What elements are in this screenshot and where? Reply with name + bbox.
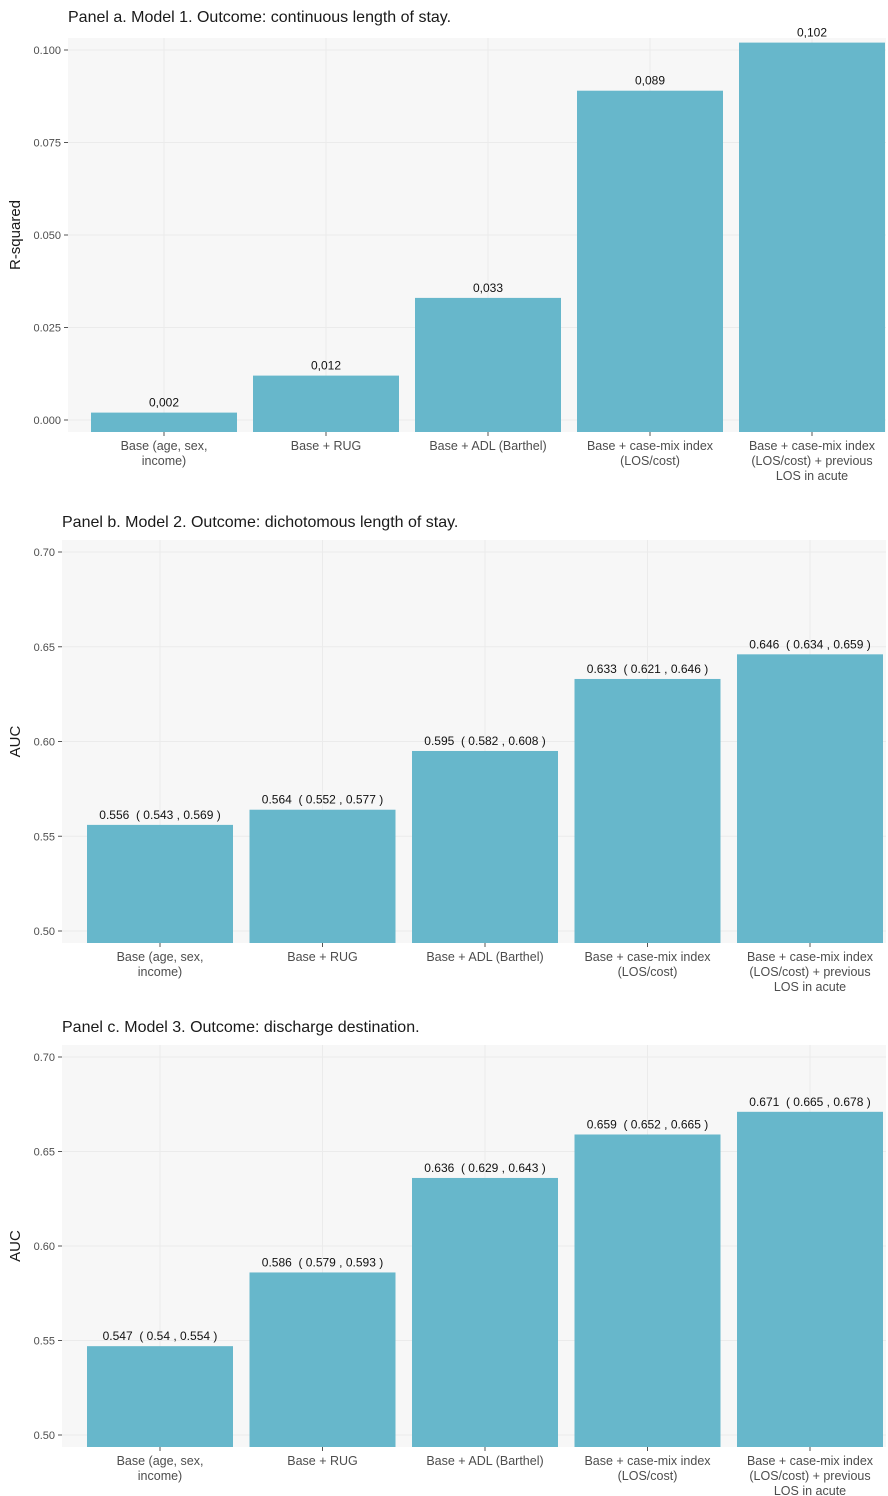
bar bbox=[249, 1272, 396, 1447]
bar-value-label: 0.636 ( 0.629 , 0.643 ) bbox=[424, 1161, 545, 1175]
y-tick-label: 0.050 bbox=[33, 230, 61, 242]
bar-value-label: 0.659 ( 0.652 , 0.665 ) bbox=[587, 1117, 708, 1131]
x-tick-label: Base + case-mix index (LOS/cost) + previo… bbox=[747, 950, 874, 994]
x-tick-label: Base + ADL (Barthel) bbox=[426, 1454, 543, 1468]
y-tick-label: 0.50 bbox=[34, 1430, 55, 1442]
chart-title: Panel c. Model 3. Outcome: discharge des… bbox=[62, 1019, 420, 1036]
y-tick-label: 0.60 bbox=[34, 737, 55, 749]
bar-value-label: 0.671 ( 0.665 , 0.678 ) bbox=[749, 1095, 870, 1109]
y-tick-label: 0.70 bbox=[34, 547, 55, 559]
x-tick-label: Base + case-mix index (LOS/cost) bbox=[587, 439, 714, 468]
chart-panel-3: Panel c. Model 3. Outcome: discharge des… bbox=[7, 1019, 886, 1496]
bar-value-label: 0.547 ( 0.54 , 0.554 ) bbox=[103, 1329, 218, 1343]
bar bbox=[412, 1177, 558, 1447]
bar bbox=[739, 42, 885, 432]
y-tick-label: 0.55 bbox=[34, 831, 55, 843]
bar-value-label: 0.633 ( 0.621 , 0.646 ) bbox=[587, 662, 708, 676]
bar bbox=[574, 1134, 721, 1447]
bar bbox=[574, 678, 721, 943]
bar-value-label: 0.595 ( 0.582 , 0.608 ) bbox=[424, 734, 545, 748]
bar-value-label: 0,012 bbox=[311, 359, 341, 373]
y-tick-label: 0.65 bbox=[34, 1147, 55, 1159]
bar bbox=[737, 654, 883, 943]
y-axis-label: AUC bbox=[7, 1230, 24, 1262]
chart-panel-1: Panel a. Model 1. Outcome: continuous le… bbox=[7, 9, 886, 483]
bar-value-label: 0,002 bbox=[149, 396, 179, 410]
x-tick-label: Base + RUG bbox=[287, 950, 358, 964]
y-axis-label: R-squared bbox=[7, 200, 24, 270]
x-tick-label: Base (age, sex, income) bbox=[117, 1454, 204, 1483]
x-tick-label: Base + RUG bbox=[291, 439, 362, 453]
bar bbox=[253, 375, 399, 432]
bar bbox=[249, 809, 396, 943]
y-tick-label: 0.075 bbox=[33, 138, 61, 150]
bar bbox=[87, 824, 233, 943]
chart-panel-2: Panel b. Model 2. Outcome: dichotomous l… bbox=[7, 514, 886, 994]
bar-value-label: 0.564 ( 0.552 , 0.577 ) bbox=[262, 793, 383, 807]
bar-value-label: 0,033 bbox=[473, 281, 503, 295]
y-tick-label: 0.70 bbox=[34, 1052, 55, 1064]
x-tick-label: Base + ADL (Barthel) bbox=[426, 950, 543, 964]
x-tick-label: Base + case-mix index (LOS/cost) + previo… bbox=[747, 1454, 874, 1496]
x-tick-label: Base + case-mix index (LOS/cost) bbox=[584, 950, 711, 979]
x-tick-label: Base + case-mix index (LOS/cost) + previo… bbox=[749, 439, 876, 483]
x-tick-label: Base + case-mix index (LOS/cost) bbox=[584, 1454, 711, 1483]
x-tick-label: Base + ADL (Barthel) bbox=[429, 439, 546, 453]
y-tick-label: 0.025 bbox=[33, 323, 61, 335]
y-tick-label: 0.50 bbox=[34, 926, 55, 938]
y-tick-label: 0.000 bbox=[33, 415, 61, 427]
x-tick-label: Base (age, sex, income) bbox=[121, 439, 208, 468]
x-tick-label: Base (age, sex, income) bbox=[117, 950, 204, 979]
chart-title: Panel b. Model 2. Outcome: dichotomous l… bbox=[62, 514, 458, 531]
y-tick-label: 0.55 bbox=[34, 1336, 55, 1348]
bar-value-label: 0.646 ( 0.634 , 0.659 ) bbox=[749, 637, 870, 651]
bar-value-label: 0,102 bbox=[797, 26, 827, 40]
bar-value-label: 0.586 ( 0.579 , 0.593 ) bbox=[262, 1255, 383, 1269]
chart-title: Panel a. Model 1. Outcome: continuous le… bbox=[68, 9, 451, 26]
x-tick-label: Base + RUG bbox=[287, 1454, 358, 1468]
bar bbox=[412, 750, 558, 943]
bar bbox=[87, 1346, 233, 1447]
y-tick-label: 0.65 bbox=[34, 642, 55, 654]
y-tick-label: 0.100 bbox=[33, 45, 61, 57]
bar bbox=[737, 1111, 883, 1447]
bar-value-label: 0.556 ( 0.543 , 0.569 ) bbox=[99, 808, 220, 822]
y-tick-label: 0.60 bbox=[34, 1241, 55, 1253]
bar bbox=[415, 297, 561, 432]
bar bbox=[577, 90, 723, 432]
bar bbox=[91, 412, 237, 432]
y-axis-label: AUC bbox=[7, 725, 24, 757]
bar-value-label: 0,089 bbox=[635, 74, 665, 88]
